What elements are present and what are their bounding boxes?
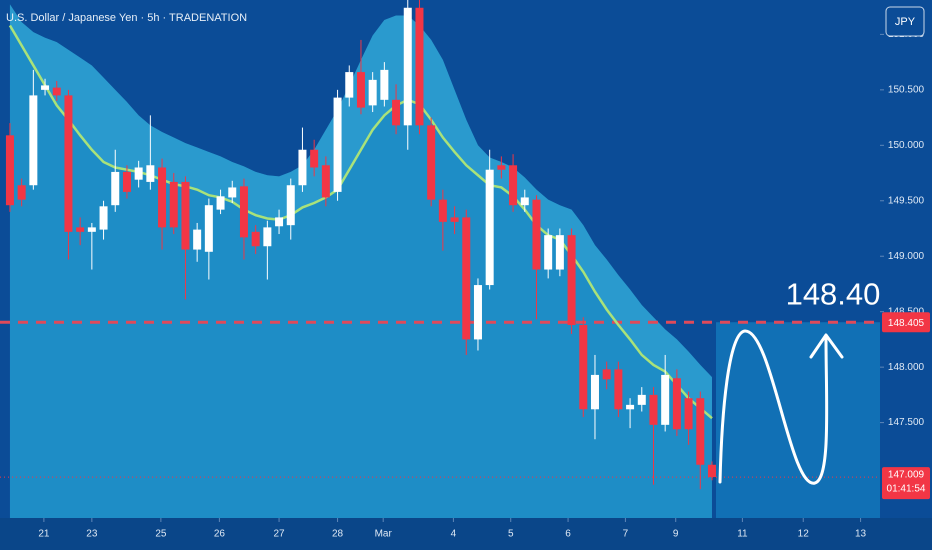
candle-body — [462, 217, 471, 340]
chart-title: U.S. Dollar / Japanese Yen · 5h · TRADEN… — [6, 12, 247, 24]
candle-body — [239, 186, 248, 238]
candle-body — [602, 369, 611, 380]
y-tick-label: 149.000 — [888, 251, 925, 262]
candle-body — [181, 181, 190, 250]
candle-body — [614, 369, 623, 410]
candle-body — [228, 187, 237, 198]
candle-body — [251, 231, 260, 247]
candle-body — [684, 398, 693, 430]
candle-body — [427, 125, 436, 200]
candle-body — [567, 235, 576, 325]
candle-body — [438, 199, 447, 222]
candle-body — [52, 87, 61, 96]
candle-body — [216, 196, 225, 210]
candle-body — [169, 181, 178, 228]
candle-body — [345, 72, 354, 98]
candle-body — [158, 167, 167, 228]
candle-body — [99, 206, 108, 230]
candle-body — [356, 72, 365, 108]
candle-body — [204, 205, 213, 252]
target-annotation: 148.40 — [786, 276, 881, 311]
x-tick-label: 28 — [332, 529, 344, 540]
countdown: 01:41:54 — [887, 484, 926, 495]
time-axis — [0, 518, 932, 550]
candle-body — [17, 185, 26, 200]
y-tick-label: 147.500 — [888, 417, 925, 428]
candle-body — [696, 398, 705, 465]
x-tick-label: 13 — [855, 529, 867, 540]
candle-body — [41, 85, 50, 90]
band-area — [9, 4, 712, 519]
last-price-tag — [882, 467, 930, 500]
x-tick-label: 27 — [273, 529, 285, 540]
y-tick-label: 149.500 — [888, 195, 925, 206]
candle-body — [29, 95, 38, 186]
y-tick-label: 148.000 — [888, 362, 925, 373]
candle-body — [450, 217, 459, 222]
x-tick-label: 5 — [508, 529, 514, 540]
candle-body — [5, 135, 14, 206]
candle-body — [544, 235, 553, 270]
candle-body — [509, 165, 518, 206]
candle-body — [134, 167, 143, 180]
candle-body — [555, 235, 564, 270]
hand-drawn-arrow — [718, 329, 844, 485]
candle-body — [275, 217, 284, 227]
candle-body — [707, 464, 716, 478]
candle-body — [532, 199, 541, 270]
candle-body — [298, 149, 307, 186]
candle-body — [626, 404, 635, 410]
candle-body — [497, 165, 506, 170]
x-tick-label: 25 — [155, 529, 167, 540]
candle-body — [76, 227, 85, 232]
candle-body — [649, 394, 658, 425]
candle-body — [64, 95, 73, 232]
candle-body — [333, 97, 342, 192]
candle-body — [520, 197, 529, 206]
x-tick-label: 4 — [451, 529, 457, 540]
candle-body — [310, 149, 319, 168]
candle-body — [87, 227, 96, 232]
x-tick-label: 9 — [673, 529, 679, 540]
x-tick-label: 12 — [798, 529, 810, 540]
y-tick-label: 150.000 — [888, 140, 925, 151]
candle-body — [637, 394, 646, 405]
candle-body — [590, 374, 599, 410]
candle-body — [661, 374, 670, 425]
y-tick-label: 148.500 — [888, 306, 925, 317]
candle-body — [286, 185, 295, 226]
target-tag-label: 148.405 — [888, 318, 925, 329]
x-tick-label: 11 — [737, 529, 748, 540]
x-tick-label: 6 — [565, 529, 571, 540]
candle-body — [193, 229, 202, 250]
candle-body — [485, 169, 494, 286]
x-tick-label: 26 — [214, 529, 226, 540]
x-tick-label: Mar — [375, 529, 393, 540]
candle-body — [122, 171, 131, 192]
candle-body — [321, 165, 330, 198]
target-zone — [715, 322, 880, 518]
x-tick-label: 21 — [38, 529, 50, 540]
candle-body — [672, 378, 681, 430]
candle-body — [380, 69, 389, 100]
x-tick-label: 23 — [86, 529, 98, 540]
currency-button[interactable] — [885, 6, 925, 37]
x-tick-label: 7 — [623, 529, 629, 540]
candle-body — [111, 171, 120, 206]
candle-body — [368, 79, 377, 106]
currency-label[interactable]: JPY — [895, 16, 916, 28]
candle-body — [579, 324, 588, 410]
candle-body — [146, 165, 155, 182]
target-tag — [882, 312, 930, 333]
last-price-label: 147.009 — [888, 470, 925, 481]
candle-body — [473, 285, 482, 340]
candle-body — [392, 99, 401, 126]
candle-body — [263, 227, 272, 247]
y-tick-label: 150.500 — [888, 84, 925, 95]
candle-body — [403, 7, 412, 126]
candle-body — [415, 7, 424, 126]
